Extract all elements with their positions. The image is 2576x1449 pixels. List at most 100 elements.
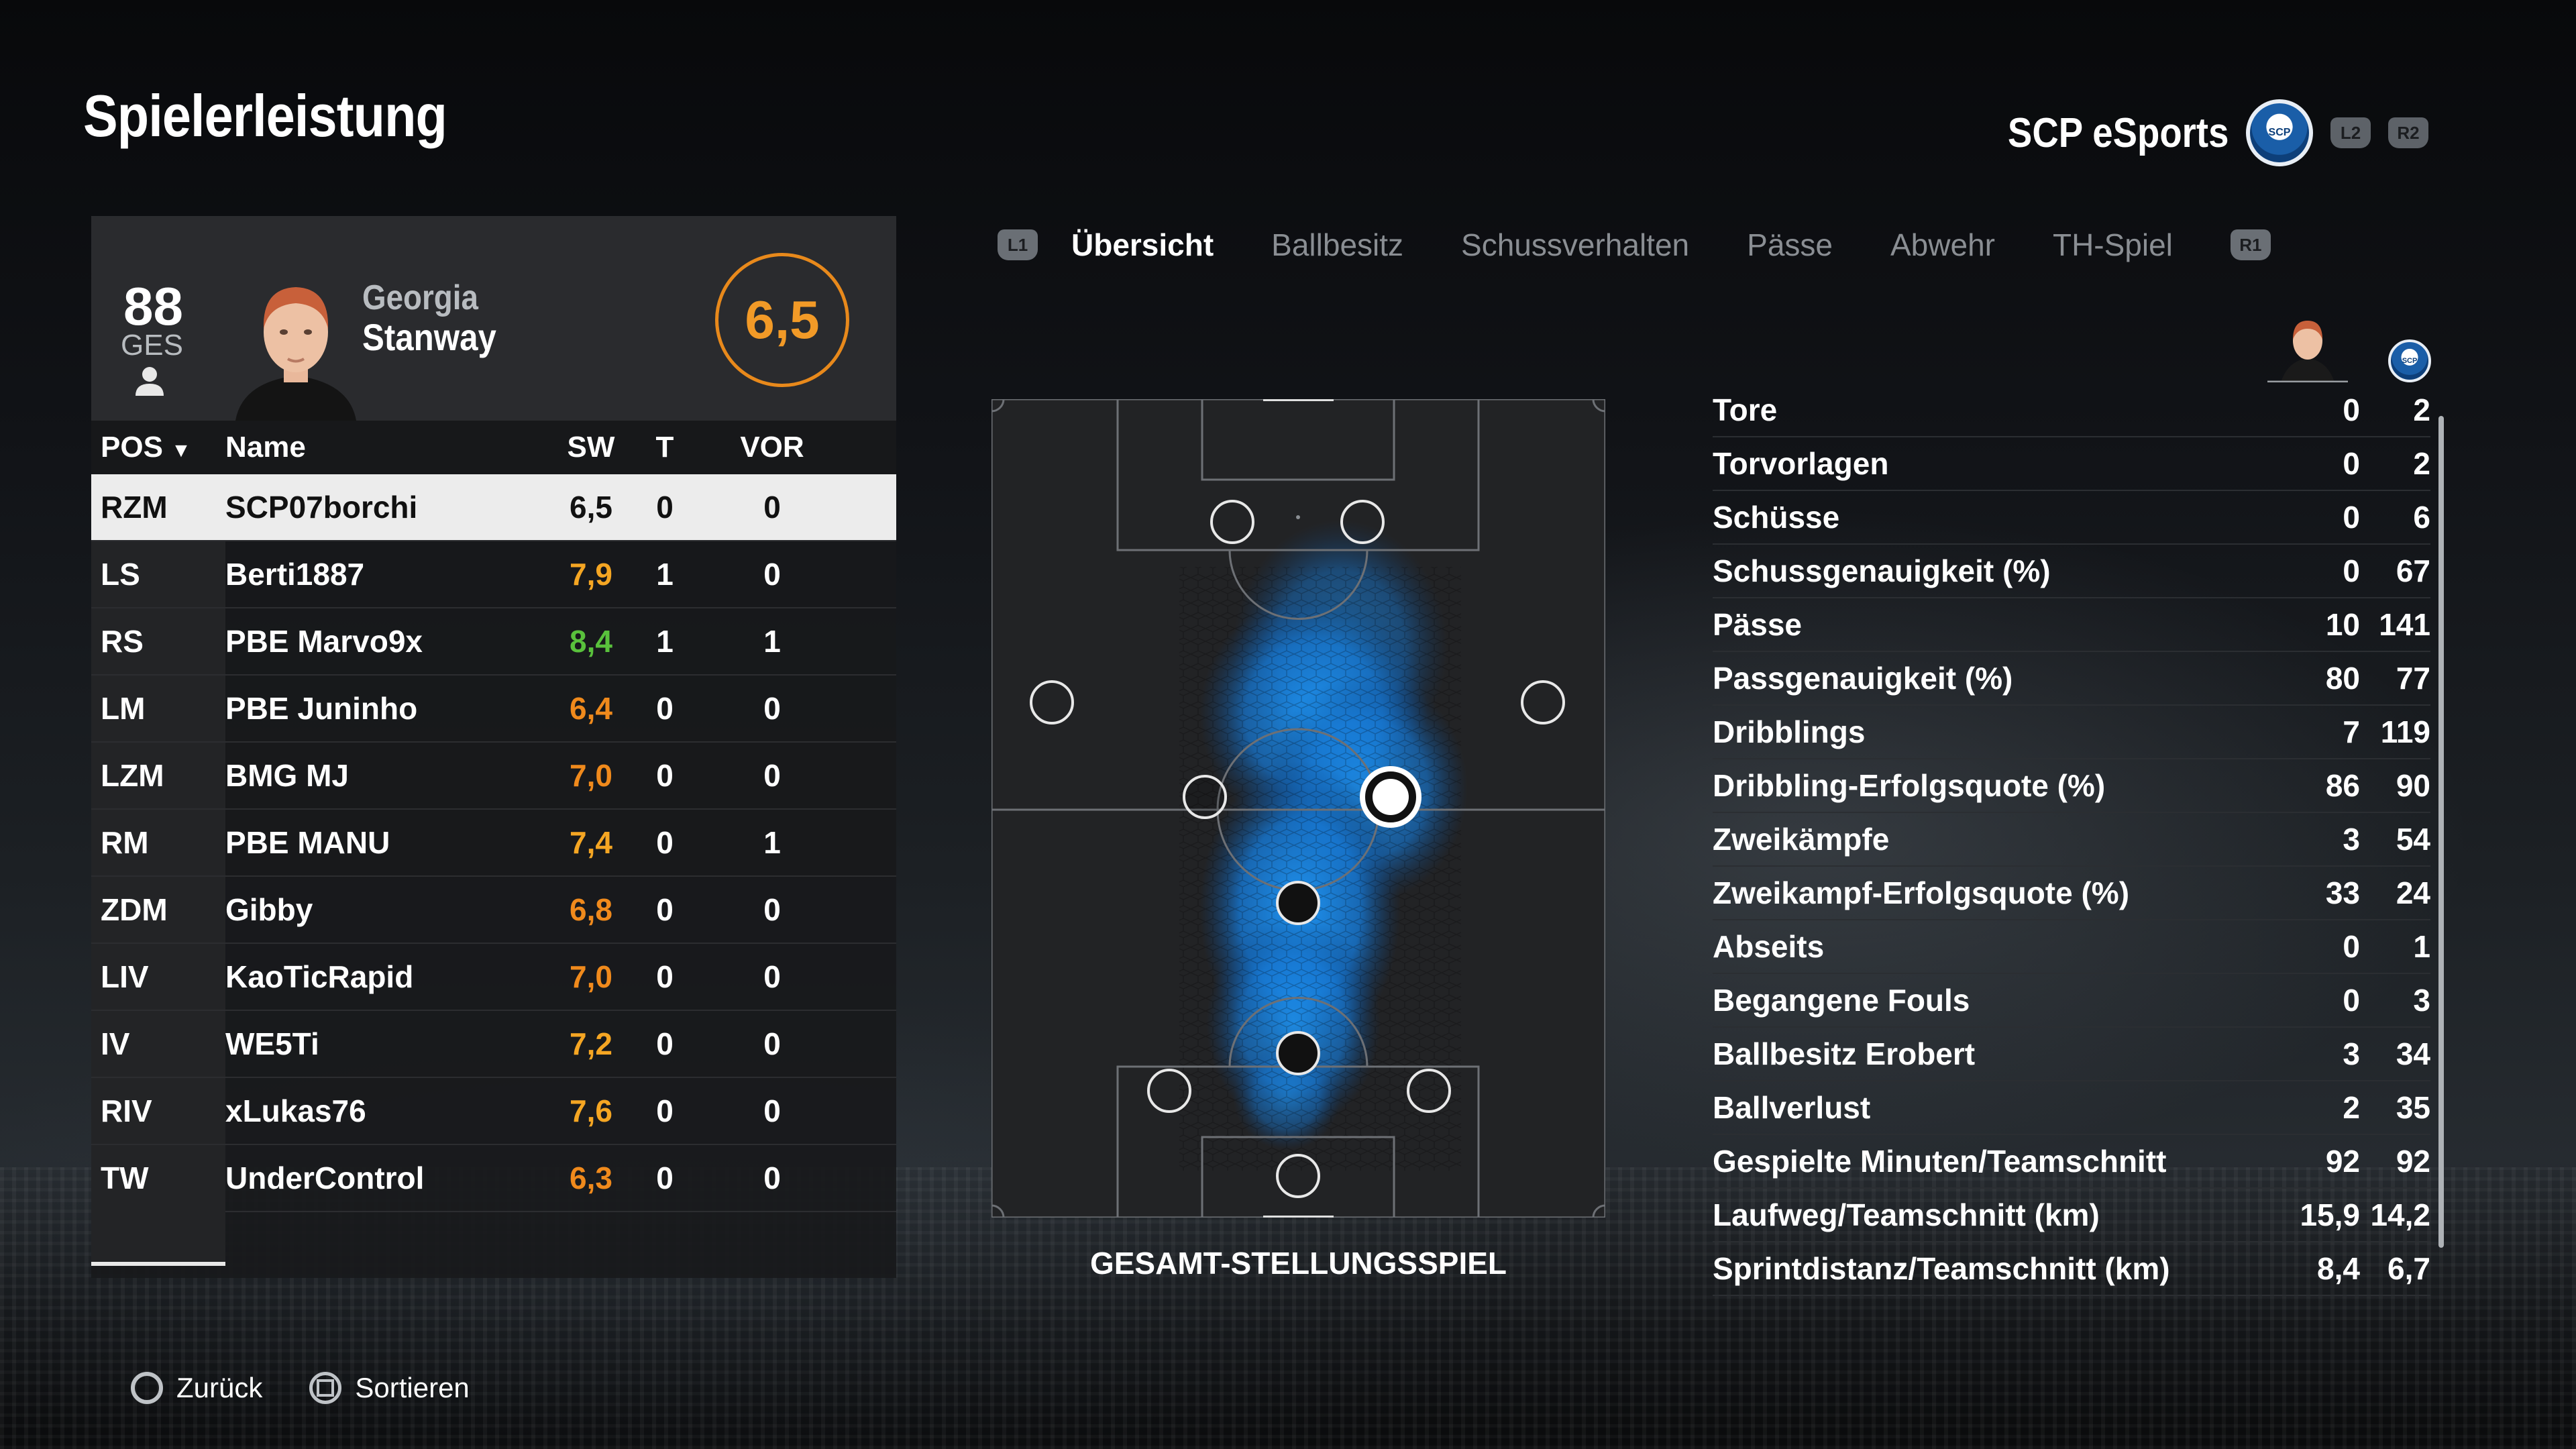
overall-label: GES — [121, 329, 183, 362]
stat-label: Ballverlust — [1713, 1090, 1871, 1125]
table-row[interactable]: LIV KaoTicRapid 7,0 0 0 — [91, 944, 896, 1011]
pitch-label: GESAMT-STELLUNGSSPIEL — [1089, 1246, 1507, 1281]
stat-label: Passgenauigkeit (%) — [1713, 661, 2013, 696]
table-row[interactable]: RS PBE Marvo9x 8,4 1 1 — [91, 608, 896, 676]
stat-player-value: 2 — [2343, 1090, 2360, 1125]
stat-team-value: 67 — [2396, 553, 2430, 588]
row-t: 0 — [656, 959, 674, 994]
stat-row: Schüsse 0 6 — [1713, 491, 2430, 545]
stat-player-value: 0 — [2343, 392, 2360, 427]
stat-row: Abseits 0 1 — [1713, 920, 2430, 974]
row-sw: 7,0 — [570, 959, 612, 994]
stat-label: Zweikämpfe — [1713, 822, 1890, 857]
row-t: 0 — [656, 1161, 674, 1195]
stat-label: Zweikampf-Erfolgsquote (%) — [1713, 875, 2130, 910]
stat-team-value: 34 — [2396, 1036, 2430, 1071]
row-pos: LZM — [91, 743, 225, 808]
row-t: 1 — [656, 557, 674, 592]
stat-label: Sprintdistanz/Teamschnitt (km) — [1713, 1251, 2170, 1286]
player-portrait — [229, 268, 363, 421]
tab-uebersicht[interactable]: Übersicht — [1071, 227, 1214, 262]
stats-column-icons: SCP — [2267, 315, 2431, 382]
row-vor: 1 — [763, 825, 781, 860]
table-row[interactable]: LS Berti1887 7,9 1 0 — [91, 541, 896, 608]
tab-paesse[interactable]: Pässe — [1747, 227, 1833, 262]
team-header: SCP eSports SCP L2 R2 — [1978, 99, 2428, 166]
stat-player-value: 86 — [2325, 768, 2360, 803]
r2-button[interactable]: R2 — [2388, 117, 2428, 148]
row-t: 0 — [656, 758, 674, 793]
stat-player-value: 8,4 — [2317, 1251, 2360, 1286]
footer-controls: Zurück Sortieren — [131, 1372, 470, 1404]
table-row[interactable]: IV WE5Ti 7,2 0 0 — [91, 1011, 896, 1078]
marker-rs — [1340, 500, 1385, 544]
sort-button[interactable]: Sortieren — [355, 1372, 470, 1403]
marker-riv — [1407, 1069, 1451, 1113]
match-rating: 6,5 — [715, 253, 849, 387]
stat-row: Dribbling-Erfolgsquote (%) 86 90 — [1713, 759, 2430, 813]
stat-label: Tore — [1713, 392, 1778, 427]
row-vor: 0 — [763, 892, 781, 927]
row-t: 0 — [656, 1026, 674, 1061]
r1-button[interactable]: R1 — [2230, 229, 2271, 260]
header-name[interactable]: Name — [225, 431, 306, 464]
table-row[interactable]: RZM SCP07borchi 6,5 0 0 — [91, 474, 896, 541]
marker-liv — [1147, 1069, 1191, 1113]
club-badge-icon: SCP — [2246, 99, 2313, 166]
row-name: BMG MJ — [225, 758, 349, 793]
player-last-name: Stanway — [362, 316, 496, 358]
stat-row: Schussgenauigkeit (%) 0 67 — [1713, 545, 2430, 598]
stat-row: Passgenauigkeit (%) 80 77 — [1713, 652, 2430, 706]
stat-team-value: 54 — [2396, 822, 2430, 857]
stat-player-value: 0 — [2343, 553, 2360, 588]
header-sw[interactable]: SW — [567, 431, 615, 464]
row-vor: 0 — [763, 691, 781, 726]
stat-team-value: 6 — [2413, 500, 2430, 535]
table-row[interactable]: LM PBE Juninho 6,4 0 0 — [91, 676, 896, 743]
stat-label: Begangene Fouls — [1713, 983, 1970, 1018]
tab-ballbesitz[interactable]: Ballbesitz — [1271, 227, 1404, 262]
row-pos: ZDM — [91, 877, 225, 943]
player-first-name: Georgia — [362, 278, 478, 317]
row-name: SCP07borchi — [225, 490, 418, 525]
overall-rating: 88 — [123, 276, 183, 336]
stat-label: Torvorlagen — [1713, 446, 1889, 481]
table-row[interactable]: ZDM Gibby 6,8 0 0 — [91, 877, 896, 944]
header-vor[interactable]: VOR — [740, 431, 804, 464]
row-sw: 7,4 — [570, 825, 612, 860]
row-sw: 8,4 — [570, 624, 612, 659]
row-name: WE5Ti — [225, 1026, 319, 1061]
stat-team-value: 2 — [2413, 446, 2430, 481]
stat-team-value: 14,2 — [2370, 1197, 2430, 1232]
stats-scrollbar[interactable] — [2438, 416, 2444, 1248]
tab-schussverhalten[interactable]: Schussverhalten — [1461, 227, 1690, 262]
positioning-pitch — [990, 397, 1607, 1220]
row-name: xLukas76 — [225, 1093, 366, 1128]
pos-column-filler — [91, 1199, 225, 1266]
table-row[interactable]: RM PBE MANU 7,4 0 1 — [91, 810, 896, 877]
stat-team-value: 24 — [2396, 875, 2430, 910]
table-row[interactable]: RIV xLukas76 7,6 0 0 — [91, 1078, 896, 1145]
l1-button[interactable]: L1 — [998, 229, 1038, 260]
stat-row: Torvorlagen 0 2 — [1713, 437, 2430, 491]
tab-th-spiel[interactable]: TH-Spiel — [2052, 227, 2173, 262]
header-pos[interactable]: POS ▼ — [101, 431, 191, 464]
row-vor: 0 — [763, 557, 781, 592]
marker-ls — [1210, 500, 1254, 544]
l2-button[interactable]: L2 — [2330, 117, 2371, 148]
header-t[interactable]: T — [655, 431, 674, 464]
stat-row: Tore 0 2 — [1713, 384, 2430, 437]
marker-zdm — [1276, 881, 1320, 925]
stat-label: Laufweg/Teamschnitt (km) — [1713, 1197, 2100, 1232]
stat-player-value: 92 — [2325, 1144, 2360, 1179]
stat-label: Gespielte Minuten/Teamschnitt — [1713, 1144, 2167, 1179]
row-sw: 6,8 — [570, 892, 612, 927]
stat-player-value: 3 — [2343, 1036, 2360, 1071]
table-row[interactable]: LZM BMG MJ 7,0 0 0 — [91, 743, 896, 810]
tab-abwehr[interactable]: Abwehr — [1890, 227, 1995, 262]
row-vor: 0 — [763, 959, 781, 994]
row-sw: 7,9 — [570, 557, 612, 592]
table-header: POS ▼ Name SW T VOR — [91, 421, 896, 474]
row-pos: RS — [91, 608, 225, 674]
back-button[interactable]: Zurück — [176, 1372, 263, 1403]
